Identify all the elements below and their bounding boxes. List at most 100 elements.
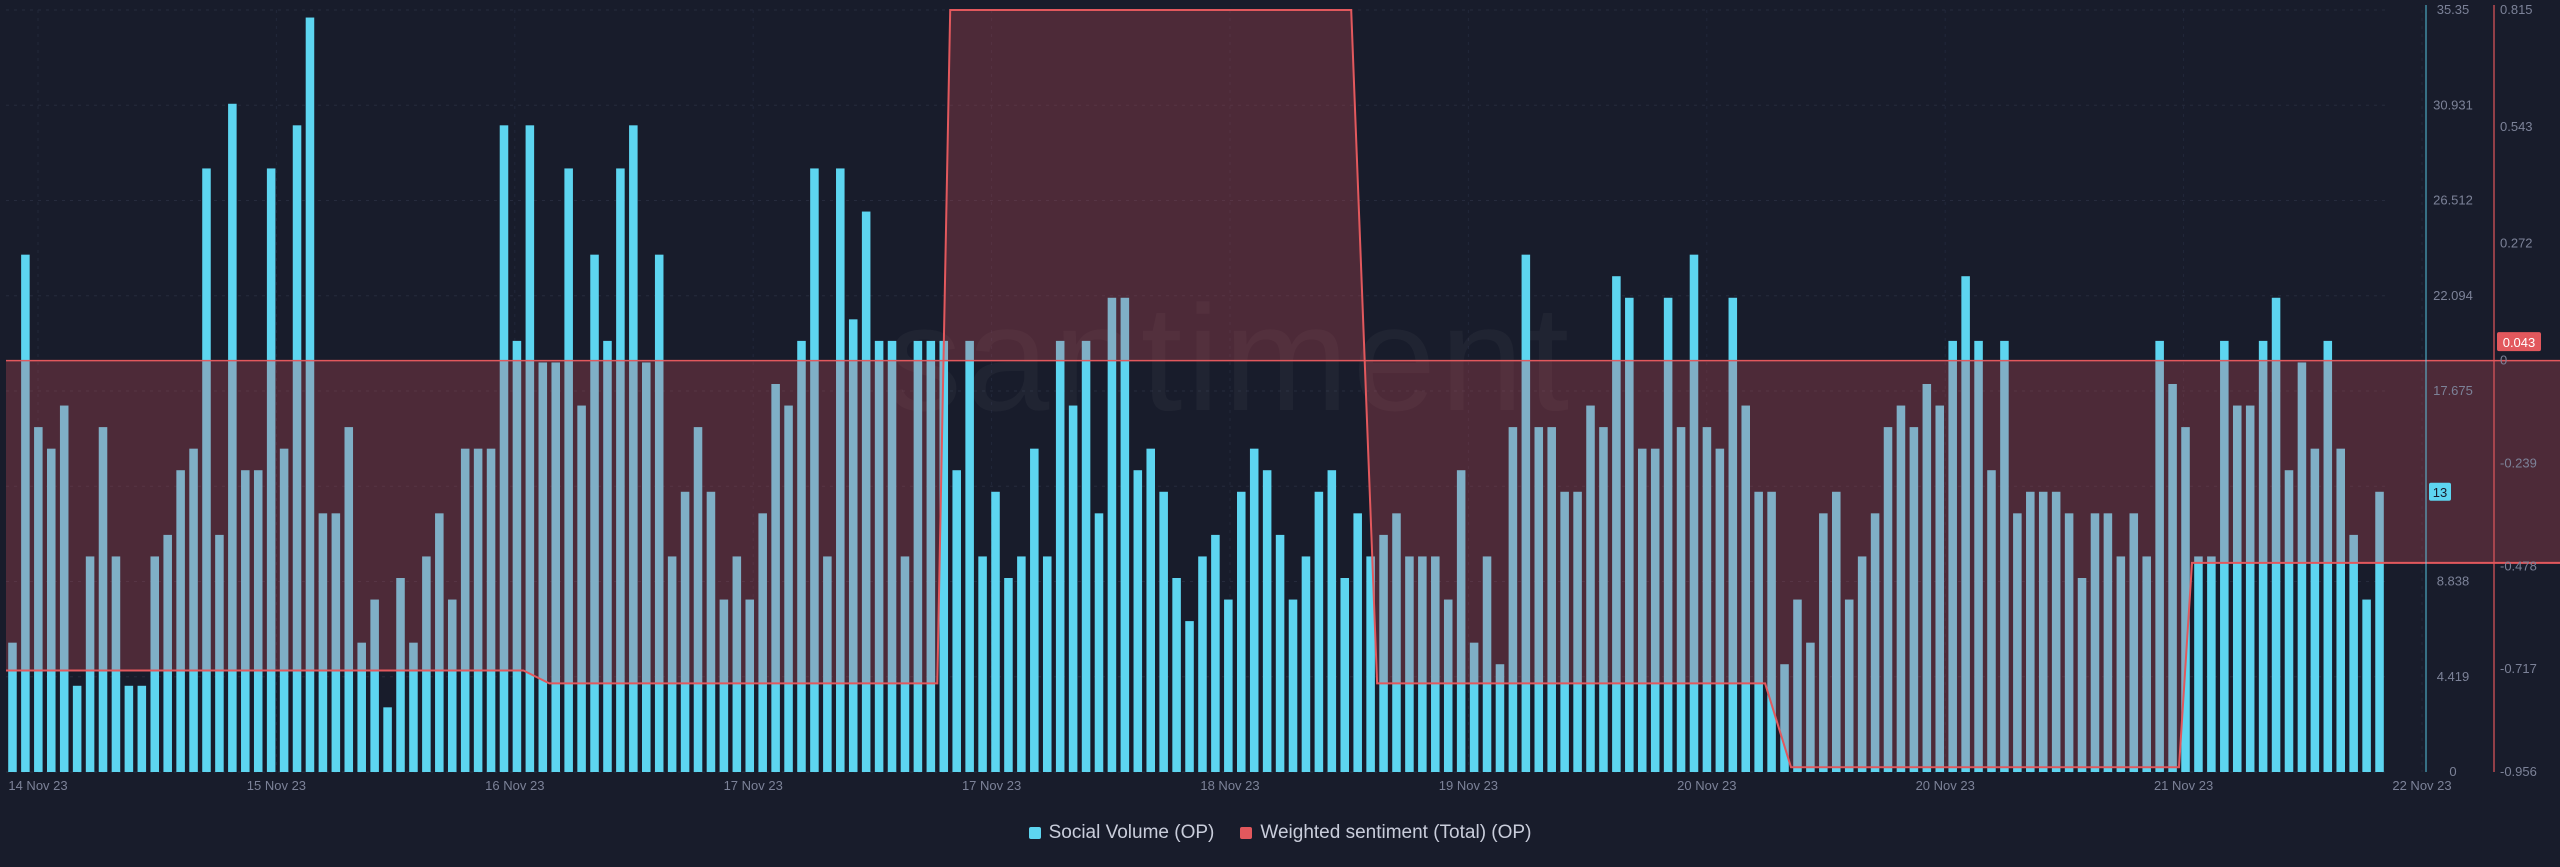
- social-volume-bar[interactable]: [279, 448, 289, 772]
- social-volume-bar[interactable]: [8, 642, 17, 772]
- legend-item-weighted-sentiment[interactable]: Weighted sentiment (Total) (OP): [1240, 822, 1531, 844]
- social-volume-bar[interactable]: [1353, 513, 1362, 772]
- social-volume-bar[interactable]: [629, 125, 638, 772]
- social-volume-bar[interactable]: [422, 556, 431, 772]
- social-volume-bar[interactable]: [551, 362, 560, 772]
- social-volume-bar[interactable]: [1237, 491, 1246, 772]
- social-volume-bar[interactable]: [1922, 383, 1932, 772]
- social-volume-bar[interactable]: [1663, 297, 1673, 772]
- social-volume-bar[interactable]: [266, 168, 276, 772]
- social-volume-bar[interactable]: [1508, 427, 1518, 772]
- social-volume-bar[interactable]: [59, 405, 69, 772]
- social-volume-bar[interactable]: [202, 168, 211, 772]
- social-volume-bar[interactable]: [1767, 491, 1776, 772]
- social-volume-bar[interactable]: [1443, 599, 1453, 772]
- social-volume-bar[interactable]: [991, 491, 1000, 772]
- legend-item-social-volume[interactable]: Social Volume (OP): [1028, 822, 1214, 844]
- social-volume-bar[interactable]: [2336, 448, 2345, 772]
- social-volume-bar[interactable]: [719, 599, 729, 772]
- social-volume-bar[interactable]: [1314, 491, 1324, 772]
- social-volume-bar[interactable]: [2000, 340, 2009, 772]
- social-volume-bar[interactable]: [1599, 427, 1608, 772]
- social-volume-bar[interactable]: [836, 168, 845, 772]
- social-volume-bar[interactable]: [1042, 556, 1052, 772]
- social-volume-bar[interactable]: [2116, 556, 2126, 772]
- social-volume-bar[interactable]: [784, 405, 793, 772]
- social-volume-bar[interactable]: [642, 362, 651, 772]
- social-volume-bar[interactable]: [228, 103, 237, 772]
- social-volume-bar[interactable]: [1055, 340, 1065, 772]
- social-volume-bar[interactable]: [1431, 556, 1440, 772]
- social-volume-bar[interactable]: [1211, 534, 1220, 772]
- social-volume-bar[interactable]: [1754, 491, 1763, 772]
- social-volume-bar[interactable]: [1146, 448, 1155, 772]
- social-volume-bar[interactable]: [2181, 427, 2190, 772]
- social-volume-bar[interactable]: [1185, 621, 1194, 772]
- social-volume-bar[interactable]: [1418, 556, 1427, 772]
- social-volume-bar[interactable]: [2245, 405, 2255, 772]
- social-volume-bar[interactable]: [1547, 427, 1556, 772]
- social-volume-bar[interactable]: [848, 319, 858, 772]
- sentiment-series[interactable]: [6, 9, 2560, 769]
- social-volume-bar[interactable]: [1224, 599, 1233, 772]
- social-volume-bar[interactable]: [1844, 599, 1854, 772]
- social-volume-bar[interactable]: [486, 448, 496, 772]
- social-volume-bar[interactable]: [1392, 513, 1401, 772]
- social-volume-bar[interactable]: [1702, 427, 1712, 772]
- social-volume-bar[interactable]: [473, 448, 483, 772]
- social-volume-bar[interactable]: [1961, 276, 1970, 772]
- social-volume-bar[interactable]: [215, 534, 224, 772]
- social-volume-bar[interactable]: [318, 513, 328, 772]
- social-volume-bar[interactable]: [1107, 297, 1117, 772]
- social-volume-bar[interactable]: [499, 125, 509, 772]
- social-volume-bar[interactable]: [1030, 448, 1039, 772]
- social-volume-bar[interactable]: [525, 125, 535, 772]
- social-volume-bar[interactable]: [1275, 534, 1285, 772]
- social-volume-bar[interactable]: [978, 556, 987, 772]
- social-volume-bar[interactable]: [1521, 254, 1531, 772]
- social-volume-bar[interactable]: [1625, 297, 1634, 772]
- social-volume-bar[interactable]: [913, 340, 923, 772]
- social-volume-bar[interactable]: [887, 340, 897, 772]
- social-volume-bar[interactable]: [447, 599, 457, 772]
- social-volume-bar[interactable]: [823, 556, 832, 772]
- social-volume-bar[interactable]: [1987, 470, 1996, 772]
- social-volume-bar[interactable]: [667, 556, 677, 772]
- social-volume-bar[interactable]: [72, 685, 82, 772]
- social-volume-bar[interactable]: [1159, 491, 1168, 772]
- social-volume-bar[interactable]: [189, 448, 198, 772]
- social-volume-bar[interactable]: [1198, 556, 1207, 772]
- social-volume-bar[interactable]: [305, 17, 315, 773]
- social-volume-bar[interactable]: [1819, 513, 1828, 772]
- social-volume-bar[interactable]: [1133, 470, 1143, 772]
- social-volume-bar[interactable]: [2310, 448, 2320, 772]
- social-volume-bar[interactable]: [2362, 599, 2371, 772]
- social-volume-bar[interactable]: [1560, 491, 1569, 772]
- social-volume-bar[interactable]: [1715, 448, 1725, 772]
- social-volume-bar[interactable]: [1806, 642, 1815, 772]
- social-volume-bar[interactable]: [1495, 664, 1505, 772]
- social-volume-bar[interactable]: [124, 685, 134, 772]
- social-volume-bar[interactable]: [538, 362, 548, 772]
- social-volume-bar[interactable]: [1612, 276, 1621, 772]
- social-volume-bar[interactable]: [2271, 297, 2281, 772]
- social-volume-bar[interactable]: [2129, 513, 2139, 772]
- social-volume-bar[interactable]: [241, 470, 250, 772]
- social-volume-bar[interactable]: [1586, 405, 1595, 772]
- social-volume-bar[interactable]: [693, 427, 703, 772]
- social-volume-bar[interactable]: [2297, 362, 2307, 772]
- social-volume-bar[interactable]: [150, 556, 160, 772]
- social-volume-bars[interactable]: [8, 17, 2384, 773]
- social-volume-bar[interactable]: [2232, 405, 2242, 772]
- social-volume-bar[interactable]: [926, 340, 936, 772]
- social-volume-bar[interactable]: [1935, 405, 1945, 772]
- social-volume-bar[interactable]: [706, 491, 716, 772]
- social-volume-bar[interactable]: [2026, 491, 2035, 772]
- social-volume-bar[interactable]: [1340, 578, 1350, 772]
- social-volume-bar[interactable]: [1780, 664, 1789, 772]
- social-volume-bar[interactable]: [331, 513, 341, 772]
- social-volume-bar[interactable]: [2077, 578, 2087, 772]
- social-volume-bar[interactable]: [2103, 513, 2113, 772]
- social-volume-bar[interactable]: [2375, 491, 2384, 772]
- social-volume-bar[interactable]: [1172, 578, 1181, 772]
